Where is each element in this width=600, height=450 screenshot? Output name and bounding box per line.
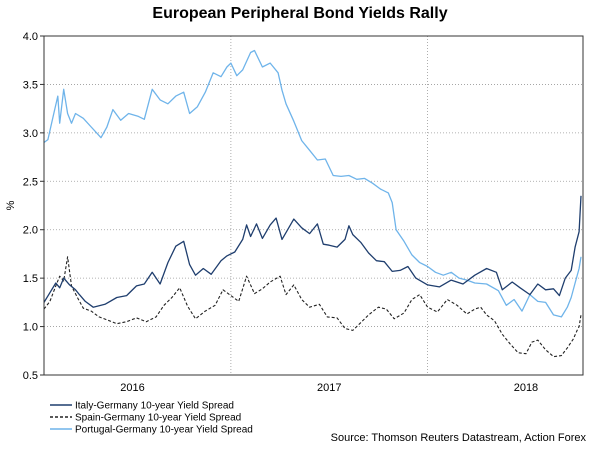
x-axis-ticks: 2016 2017 2018 <box>120 382 538 394</box>
y-axis-ticks: 0.5 1.0 1.5 2.0 2.5 3.0 3.5 4.0 <box>23 31 44 382</box>
series-layer <box>43 49 582 358</box>
x-tick-label: 2016 <box>120 382 144 394</box>
y-tick-label: 1.0 <box>23 322 38 334</box>
y-tick-label: 2.0 <box>23 225 38 237</box>
legend-label: Italy-Germany 10-year Yield Spread <box>75 401 234 412</box>
x-tick-label: 2017 <box>317 382 341 394</box>
source-note: Source: Thomson Reuters Datastream, Acti… <box>330 432 586 444</box>
legend-label: Portugal-Germany 10-year Yield Spread <box>75 425 253 436</box>
series-line-portugal <box>43 49 582 318</box>
y-tick-label: 0.5 <box>23 370 38 382</box>
y-axis-label: % <box>5 200 17 210</box>
y-tick-label: 3.5 <box>23 79 38 91</box>
y-tick-label: 3.0 <box>23 128 38 140</box>
grid-layer <box>43 35 583 376</box>
x-tick-label: 2018 <box>514 382 538 394</box>
legend: Italy-Germany 10-year Yield SpreadSpain-… <box>50 401 253 436</box>
y-tick-label: 1.5 <box>23 273 38 285</box>
series-line-spain <box>43 256 582 358</box>
plot-frame <box>43 35 584 376</box>
y-tick-label: 2.5 <box>23 176 38 188</box>
y-tick-label: 4.0 <box>23 31 38 43</box>
legend-label: Spain-Germany 10-year Yield Spread <box>75 413 241 424</box>
chart-title: European Peripheral Bond Yields Rally <box>152 5 448 22</box>
series-line-italy <box>43 195 582 308</box>
